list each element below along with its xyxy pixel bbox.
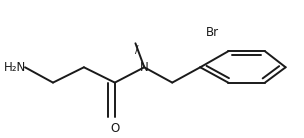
Text: O: O bbox=[110, 122, 119, 135]
Text: /: / bbox=[135, 45, 139, 55]
Text: N: N bbox=[140, 61, 149, 74]
Text: Br: Br bbox=[206, 26, 219, 39]
Text: H₂N: H₂N bbox=[4, 61, 26, 74]
